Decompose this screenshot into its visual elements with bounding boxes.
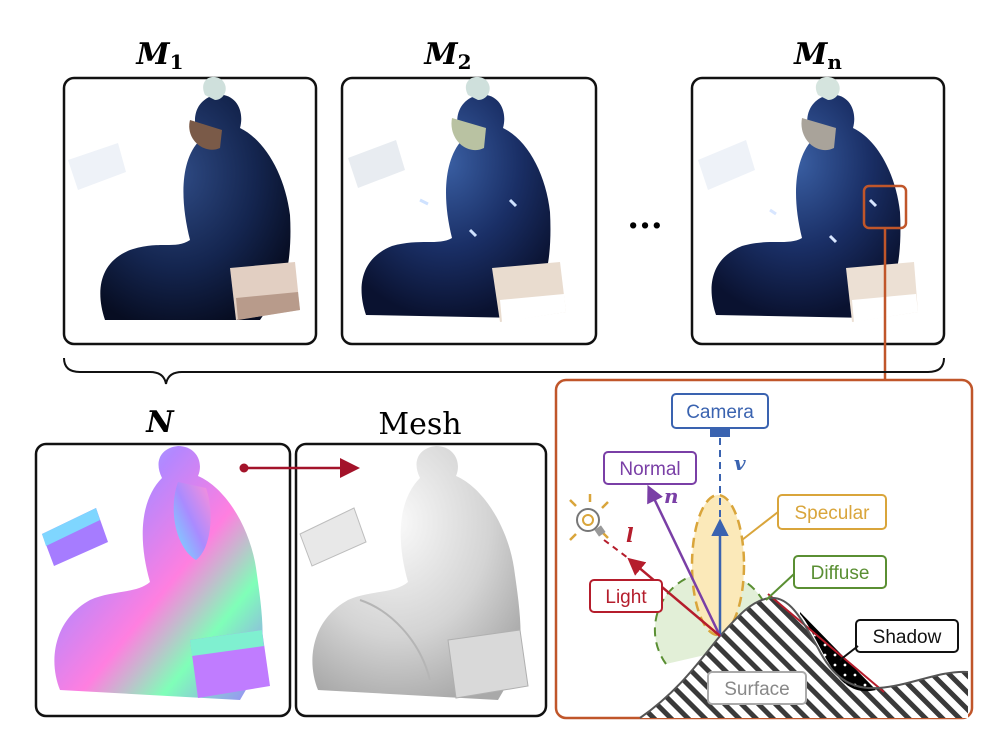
label-mn-sub: n: [827, 50, 842, 74]
statue-m1: [68, 76, 300, 321]
image-m1: [62, 76, 318, 346]
light-vector-label: l: [626, 523, 634, 547]
ellipsis: ...: [627, 197, 663, 237]
camera-lens: [710, 428, 730, 437]
specular-leader: [741, 511, 779, 541]
light-box: [589, 579, 663, 613]
statue-m2: [348, 76, 566, 322]
normal-statue: [42, 446, 270, 700]
light-vector: [627, 557, 721, 637]
normal-box: [603, 451, 697, 485]
label-normal-map: N: [145, 405, 175, 440]
label-mn-main: M: [793, 37, 828, 72]
view-vector-label: v: [734, 451, 746, 475]
label-m1: M1: [135, 37, 183, 74]
image-normal-map: [34, 442, 292, 718]
shadow-label: Shadow: [873, 627, 942, 648]
specular-lobe: [690, 493, 746, 637]
light-ray-dashed: [603, 539, 629, 559]
normal-label: Normal: [619, 459, 680, 480]
image-mesh: [294, 442, 548, 718]
label-m2: M2: [423, 37, 471, 74]
label-m2-main: M: [423, 37, 458, 72]
camera-label: Camera: [686, 402, 754, 423]
group-brace: [63, 357, 945, 385]
normal-vector-label: n: [664, 484, 679, 508]
shadow-box: [855, 619, 959, 653]
light-label: Light: [605, 587, 647, 608]
surface-box: [707, 671, 807, 705]
shadow-edge: [767, 593, 885, 693]
image-m2: [340, 76, 598, 346]
light-bulb-icon: [569, 494, 609, 541]
diffuse-box: [793, 555, 887, 589]
diffuse-leader: [765, 573, 795, 601]
reflectance-panel: Camera v Normal n Specular Diffuse l Lig…: [554, 378, 974, 720]
label-m1-sub: 1: [170, 50, 184, 74]
label-mesh: Mesh: [378, 407, 461, 442]
specular-label: Specular: [795, 503, 871, 524]
shadow-region: [800, 612, 876, 692]
mesh-statue: [299, 446, 529, 700]
image-mn: [690, 76, 946, 346]
label-m2-sub: 2: [458, 50, 472, 74]
surface-label: Surface: [724, 679, 789, 700]
diffuse-label: Diffuse: [811, 563, 870, 584]
label-m1-main: M: [135, 37, 170, 72]
surface-outline: [639, 596, 969, 719]
label-mn: Mn: [793, 37, 842, 74]
normal-vector: [647, 484, 722, 637]
specular-box: [777, 494, 887, 530]
shadow-leader: [839, 645, 859, 661]
